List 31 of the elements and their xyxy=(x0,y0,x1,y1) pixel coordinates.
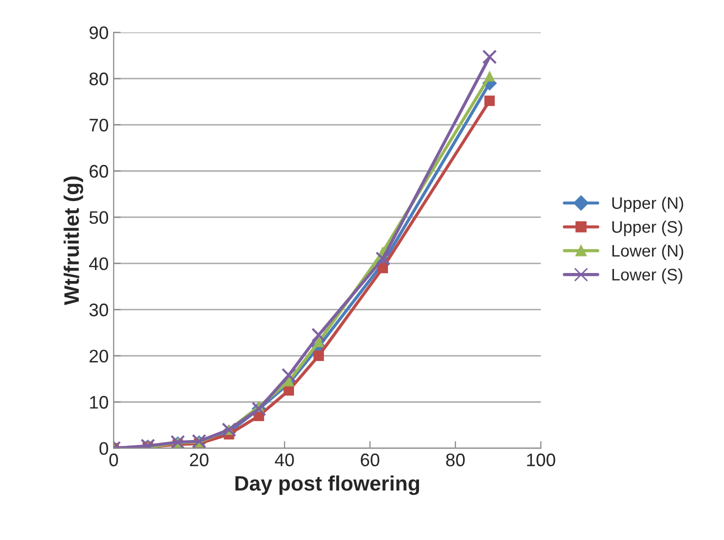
legend-label: Lower (N) xyxy=(612,244,684,260)
x-tick-label: 100 xyxy=(527,454,556,466)
point xyxy=(313,336,324,348)
y-tick-label: 80 xyxy=(90,72,108,86)
y-tick-label: 40 xyxy=(89,257,108,270)
legend-label: Upper (S) xyxy=(612,220,682,236)
point xyxy=(284,376,294,386)
y-tick-label: 70 xyxy=(90,118,108,132)
point xyxy=(282,368,296,382)
x-tick-label: 40 xyxy=(274,454,294,466)
x-tick-label: 20 xyxy=(190,454,208,466)
point xyxy=(484,96,495,106)
x-axis-title: Day post flowering xyxy=(235,475,420,495)
y-tick-label: 30 xyxy=(89,304,108,316)
y-tick-label: 0 xyxy=(99,442,108,455)
legend-label: Upper (N) xyxy=(612,196,684,212)
point xyxy=(482,50,497,64)
legend-label: Lower (S) xyxy=(612,268,682,284)
y-axis-title: Wt/fruitlet (g) xyxy=(64,176,84,306)
x-tick-label: 0 xyxy=(109,454,118,466)
y-tick-label: 20 xyxy=(90,350,108,363)
y-tick-label: 50 xyxy=(89,211,108,224)
point xyxy=(311,328,326,342)
point xyxy=(484,71,495,82)
y-tick-label: 60 xyxy=(90,164,108,178)
x-tick-label: 80 xyxy=(446,454,465,466)
y-tick-label: 90 xyxy=(90,26,108,40)
point xyxy=(313,350,324,362)
x-tick-label: 60 xyxy=(360,454,380,466)
point xyxy=(375,251,390,266)
y-tick-label: 10 xyxy=(90,396,108,409)
